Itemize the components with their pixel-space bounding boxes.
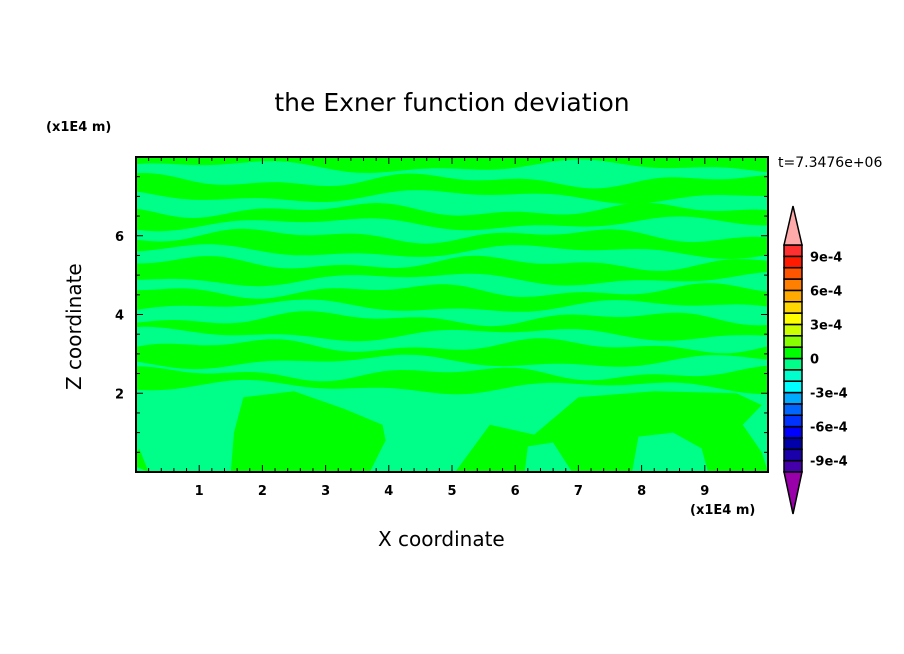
x-tick-label: 7 (574, 484, 583, 499)
negative-region (524, 442, 573, 472)
contour-field (136, 157, 768, 472)
positive-region (136, 448, 149, 472)
colorbar-swatch (783, 369, 803, 382)
x-tick-label: 8 (637, 484, 646, 499)
colorbar-tick-label: 0 (810, 353, 819, 368)
x-axis-unit: (x1E4 m) (690, 503, 756, 518)
colorbar-tick-label: -9e-4 (810, 455, 848, 470)
positive-band (136, 283, 768, 312)
positive-band (136, 202, 768, 232)
y-tick-label: 4 (115, 309, 124, 324)
colorbar-swatch (783, 425, 803, 439)
colorbar-swatch (783, 357, 803, 371)
colorbar-swatch (783, 312, 803, 326)
colorbar-tick-label: 6e-4 (810, 284, 842, 299)
colorbar-swatch (783, 448, 803, 462)
colorbar-swatch (783, 266, 803, 280)
colorbar-swatch (783, 301, 803, 314)
y-axis-unit: (x1E4 m) (46, 120, 112, 135)
colorbar-swatch (783, 380, 803, 394)
colorbar-tick-label: 9e-4 (810, 250, 842, 265)
positive-band (136, 228, 768, 259)
colorbar-swatch (783, 255, 803, 269)
x-tick-label: 5 (447, 484, 456, 499)
x-tick-label: 2 (258, 484, 267, 499)
colorbar-swatch (783, 459, 803, 473)
positive-band (136, 338, 768, 370)
colorbar-swatch (783, 323, 803, 337)
colorbar-swatch (783, 346, 803, 360)
colorbar-swatch (783, 278, 803, 292)
colorbar-over-triangle (783, 205, 803, 246)
colorbar-swatch (783, 437, 803, 451)
colorbar-swatch (783, 244, 803, 258)
colorbar-swatch (783, 335, 803, 348)
x-axis-label: X coordinate (378, 527, 505, 551)
x-tick-label: 6 (511, 484, 520, 499)
colorbar-tick-label: 3e-4 (810, 318, 842, 333)
x-tick-label: 1 (195, 484, 204, 499)
positive-band (136, 365, 768, 395)
colorbar-under-triangle (783, 471, 803, 515)
colorbar-tick-label: -3e-4 (810, 387, 848, 402)
positive-band (136, 157, 768, 173)
positive-band (136, 311, 768, 342)
positive-region (230, 391, 386, 472)
y-tick-label: 2 (115, 387, 124, 402)
x-tick-label: 3 (321, 484, 330, 499)
colorbar-swatch (783, 414, 803, 428)
colorbar-swatch (783, 403, 803, 416)
negative-region (632, 432, 708, 472)
time-label: t=7.3476e+06 (778, 155, 883, 171)
colorbar-swatch (783, 391, 803, 405)
colorbar-swatch (783, 289, 803, 303)
positive-band (136, 255, 768, 287)
colorbar-tick-label: -6e-4 (810, 421, 848, 436)
chart-title: the Exner function deviation (274, 88, 630, 117)
positive-band (136, 173, 768, 204)
x-tick-label: 9 (700, 484, 709, 499)
y-tick-label: 6 (115, 230, 124, 245)
x-tick-label: 4 (384, 484, 393, 499)
